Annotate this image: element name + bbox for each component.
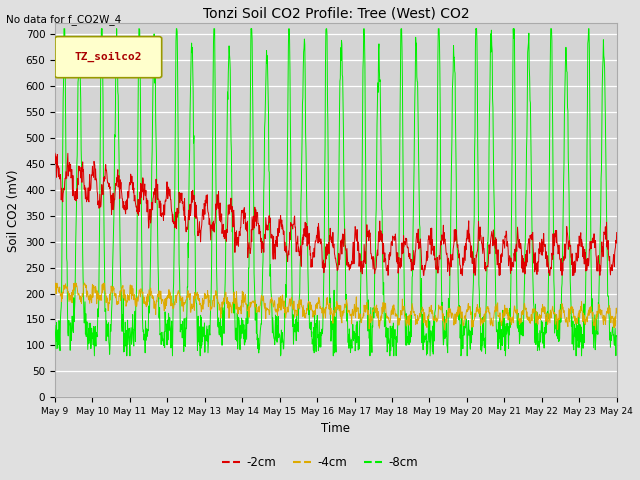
Title: Tonzi Soil CO2 Profile: Tree (West) CO2: Tonzi Soil CO2 Profile: Tree (West) CO2	[202, 7, 469, 21]
Legend: -2cm, -4cm, -8cm: -2cm, -4cm, -8cm	[218, 452, 422, 474]
Y-axis label: Soil CO2 (mV): Soil CO2 (mV)	[7, 169, 20, 252]
X-axis label: Time: Time	[321, 421, 350, 435]
Text: No data for f_CO2W_4: No data for f_CO2W_4	[6, 14, 122, 25]
FancyBboxPatch shape	[55, 36, 162, 78]
Text: TZ_soilco2: TZ_soilco2	[75, 52, 142, 62]
